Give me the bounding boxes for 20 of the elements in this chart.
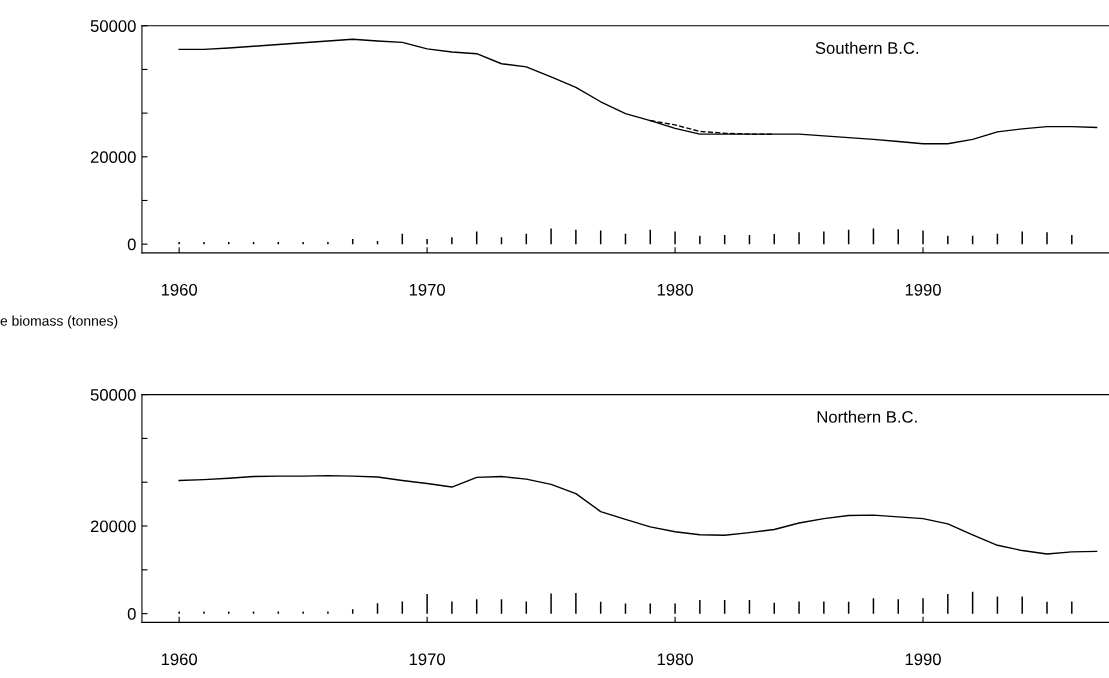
x-tick-label: 1970 xyxy=(409,283,445,296)
y-tick-label: 0 xyxy=(127,608,136,620)
text: Southern B.C. xyxy=(815,41,919,54)
y-tick-label: 0 xyxy=(127,238,136,251)
x-tick-label: 1980 xyxy=(657,653,693,666)
line-series xyxy=(178,474,1098,555)
line-series xyxy=(178,38,1098,145)
y-tick-label: 50000 xyxy=(90,20,136,32)
x-tick-label: 1970 xyxy=(409,653,445,666)
line-series xyxy=(649,119,775,135)
x-tick-label: 1980 xyxy=(657,283,693,296)
text: Northern B.C. xyxy=(817,410,917,423)
x-tick-label: 1960 xyxy=(161,283,198,296)
y-tick-label: 20000 xyxy=(90,520,136,533)
y-axis-title: e biomass (tonnes) xyxy=(0,315,118,329)
y-tick-label: 20000 xyxy=(90,151,136,163)
x-tick-label: 1960 xyxy=(161,653,198,666)
x-tick-label: 1990 xyxy=(905,653,941,666)
y-tick-label: 50000 xyxy=(90,389,136,401)
x-tick-label: 1990 xyxy=(905,283,941,296)
